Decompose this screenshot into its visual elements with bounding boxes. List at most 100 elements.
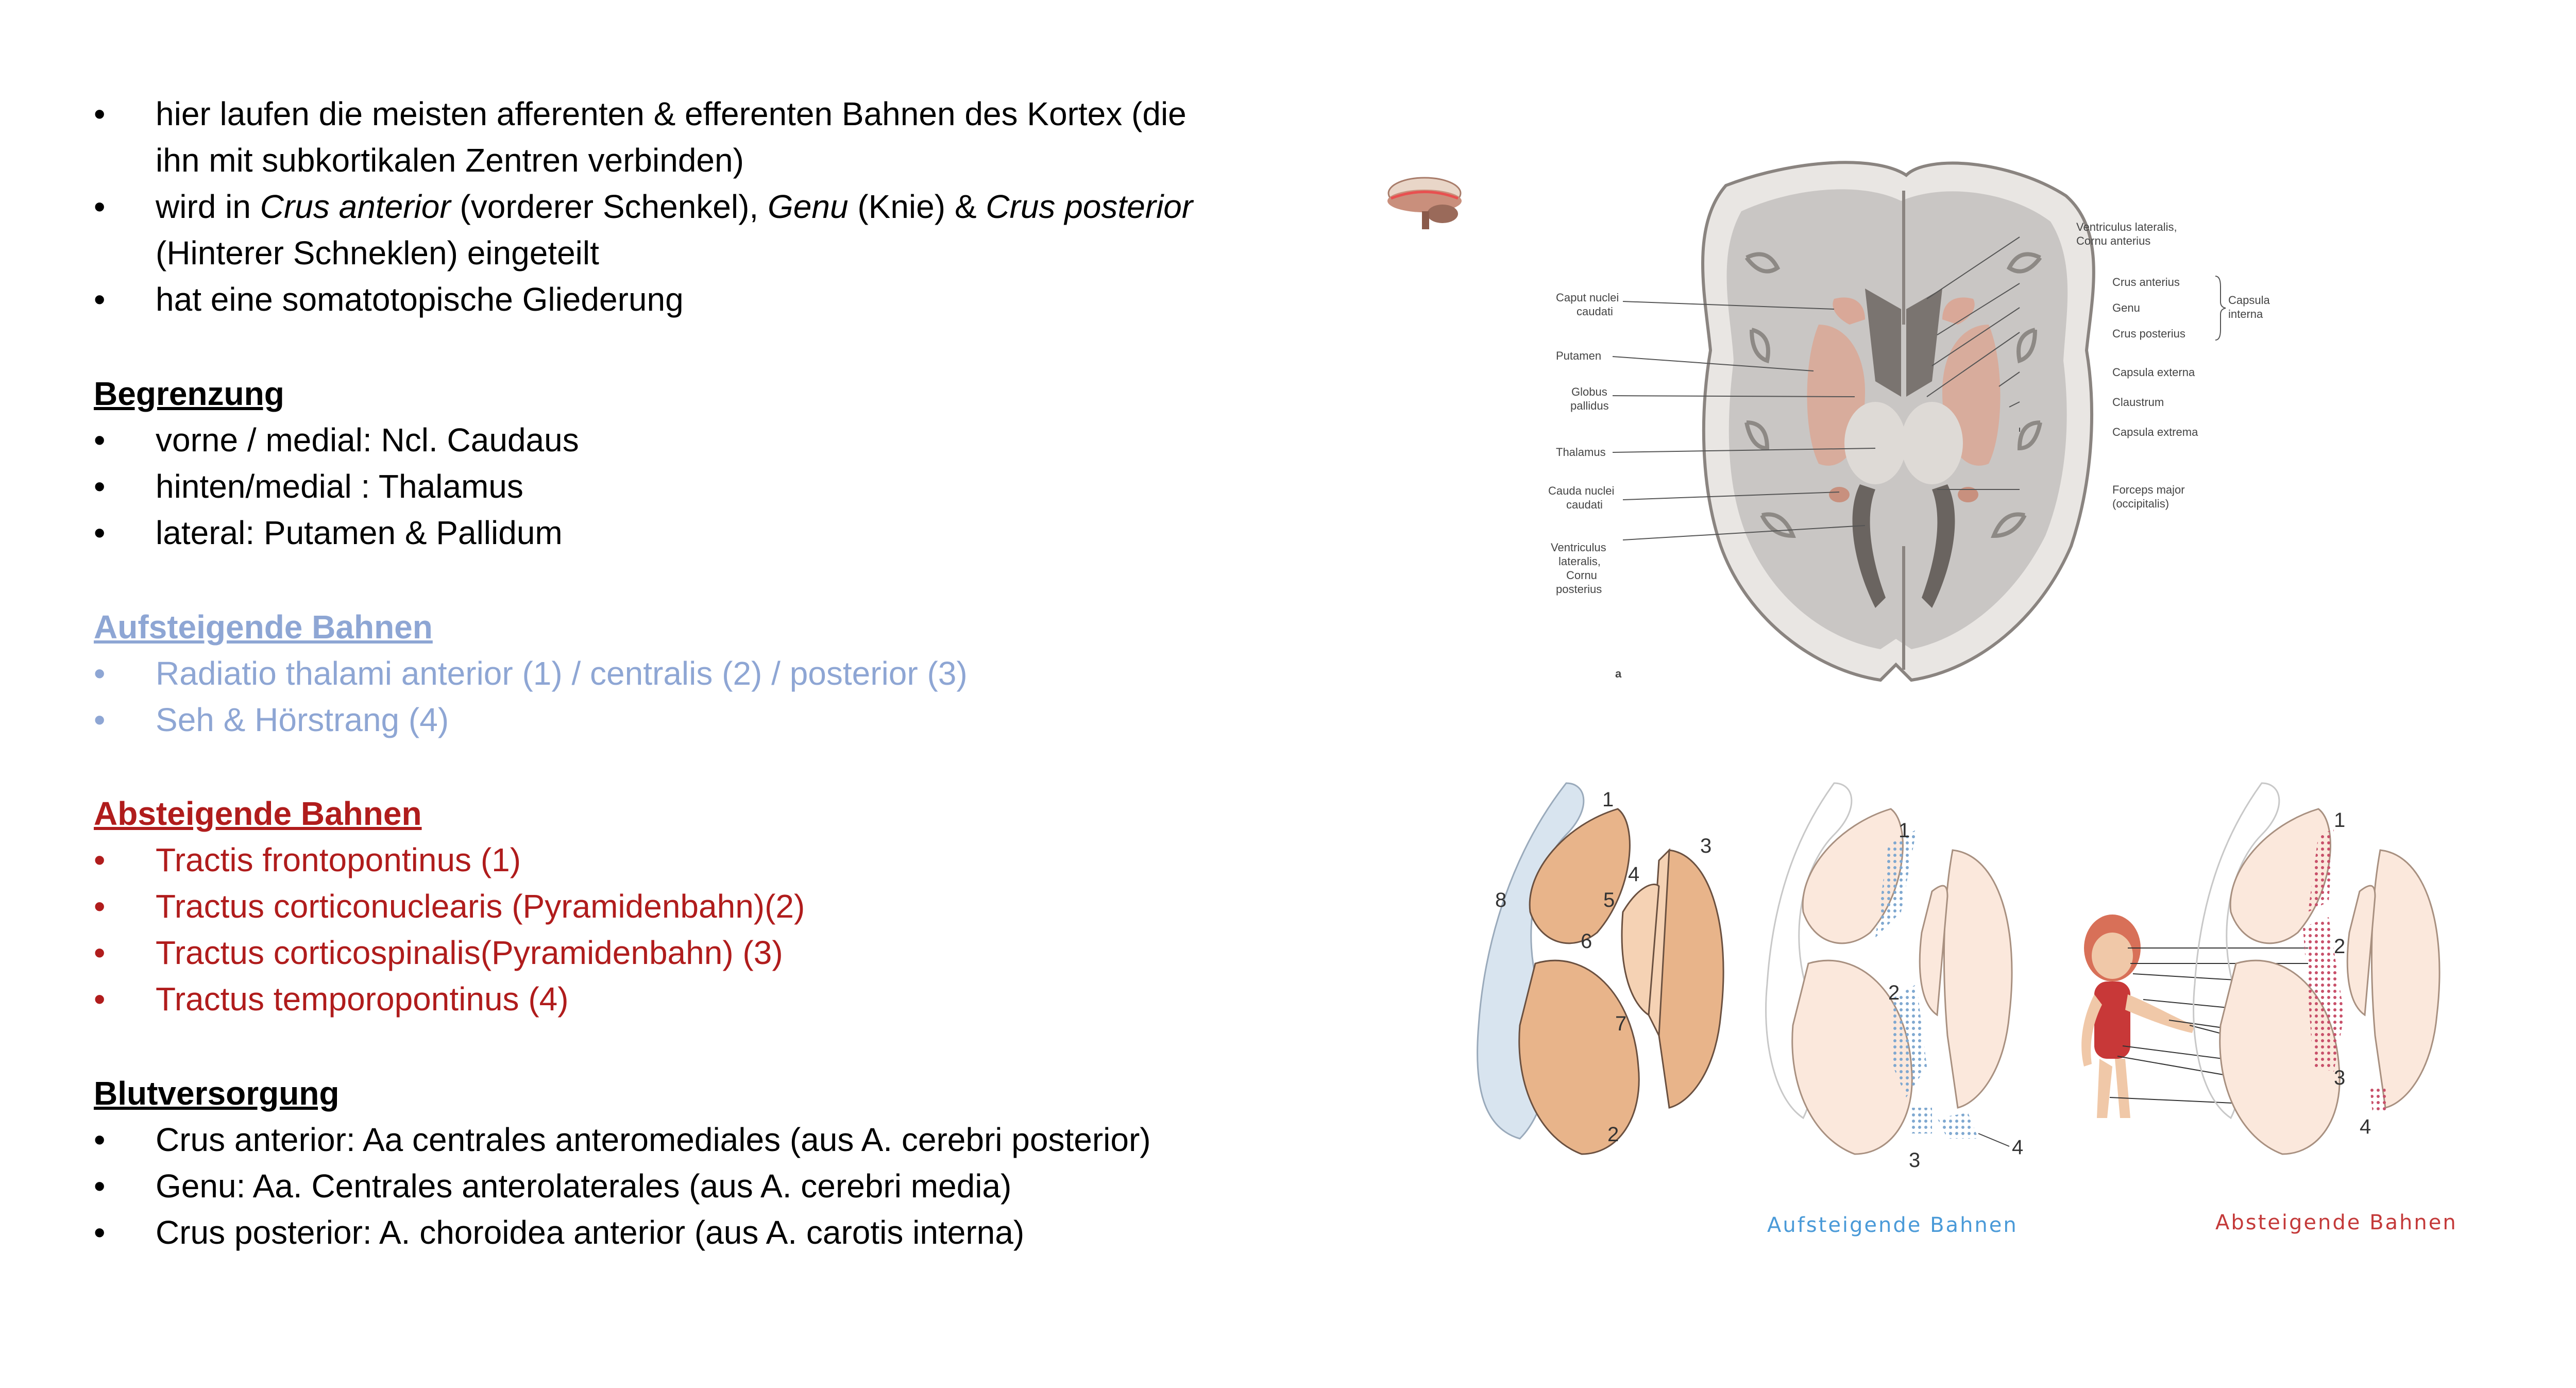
tract-1 [2308,830,2334,912]
label-caput-1: Caput nuclei [1556,291,1619,304]
num-1: 1 [2334,809,2345,832]
bullet: • [94,468,106,505]
label-caput-2: caudati [1577,305,1613,318]
axial-brain-section: Caput nuclei caudati Putamen Globus pall… [1548,161,2270,682]
aufsteigend-item: Seh & Hörstrang (4) [156,701,449,738]
region-1 [1529,808,1631,944]
bullet: • [94,281,106,318]
bullet: • [94,980,106,1018]
label-claustrum: Claustrum [2112,396,2164,409]
num-1: 1 [1602,788,1614,811]
bullet: • [94,934,106,971]
tract-3 [1911,1108,1932,1133]
italic-crus-posterior: Crus posterior [986,188,1193,225]
ventricle-anterior-right [1906,289,1942,397]
label-forceps-1: Forceps major [2112,483,2185,496]
caption-aufsteigende-bahnen: Aufsteigende Bahnen [1767,1213,2018,1237]
label-capsula-externa: Capsula externa [2112,366,2195,379]
heading-aufsteigende-bahnen: Aufsteigende Bahnen [94,608,433,646]
absteigend-item: Tractus corticospinalis(Pyramidenbahn) (… [156,934,783,971]
region-middle [1919,885,1948,1017]
num-1: 1 [1899,819,1910,842]
brain-orientation-icon [1387,177,1462,229]
label-ventr-post-1: Ventriculus [1551,541,1606,554]
bullet: • [94,1121,106,1158]
figure-letter: a [1615,667,1622,680]
thalamus-right [1901,402,1963,484]
bullet: • [94,1214,106,1251]
tract-4 [1937,1113,1978,1139]
bullet: • [94,1167,106,1205]
num-4: 4 [2360,1115,2371,1138]
num-3: 3 [1909,1149,1920,1170]
ascending-pathways-diagram: 1 2 3 4 [1765,782,2023,1170]
ventricle-posterior-left [1852,484,1886,608]
label-cauda-2: caudati [1566,498,1603,511]
intro-line-1: hier laufen die meisten afferenten & eff… [156,95,1187,132]
num-3: 3 [1700,835,1711,857]
label-ventr-post-4: posterius [1556,583,1602,596]
begrenzung-item: hinten/medial : Thalamus [156,468,523,505]
tract-4 [2370,1087,2388,1113]
num-6: 6 [1581,930,1592,953]
intro-line-3: wird in Crus anterior (vorderer Schenkel… [156,183,1193,230]
blut-item: Genu: Aa. Centrales anterolaterales (aus… [156,1167,1012,1205]
region-2 [1518,959,1640,1155]
tract-2 [1891,984,1927,1097]
aufsteigend-item: Radiatio thalami anterior (1) / centrali… [156,655,968,692]
blut-item: Crus posterior: A. choroidea anterior (a… [156,1214,1025,1251]
num-3: 3 [2334,1067,2345,1089]
bullet: • [94,95,106,132]
num-4: 4 [2012,1136,2023,1159]
num-2: 2 [1607,1123,1619,1146]
label-ventr-ant-1: Ventriculus lateralis, [2076,221,2177,233]
text-segment: (Knie) & [848,188,986,225]
heading-absteigende-bahnen: Absteigende Bahnen [94,795,422,832]
caption-absteigende-bahnen: Absteigende Bahnen [2215,1211,2458,1234]
homunculus-figure [2081,915,2195,1118]
region-middle [2346,885,2376,1017]
tract-1 [1875,830,1917,938]
label-crus-post: Crus posterius [2112,327,2185,340]
intro-line-4: (Hinterer Schneklen) eingeteilt [156,234,599,272]
begrenzung-item: lateral: Putamen & Pallidum [156,514,563,551]
label-putamen: Putamen [1556,349,1601,362]
num-4: 4 [1628,863,1639,886]
caudate-right [1942,297,1975,325]
label-ventr-ant-2: Cornu anterius [2076,234,2150,247]
num-7: 7 [1615,1012,1626,1035]
num-8: 8 [1495,889,1506,911]
intro-line-2: ihn mit subkortikalen Zentren verbinden) [156,142,744,179]
absteigend-item: Tractus temporopontinus (4) [156,980,569,1018]
heading-begrenzung: Begrenzung [94,375,284,412]
absteigend-item: Tractus corticonuclearis (Pyramidenbahn)… [156,888,805,925]
label-capsula-interna-2: interna [2228,308,2263,320]
region-back [1791,959,1913,1155]
caudate-left [1833,297,1865,325]
region-6-7 [1621,884,1660,1017]
heading-blutversorgung: Blutversorgung [94,1075,340,1112]
label-crus-ant: Crus anterius [2112,276,2180,289]
label-forceps-2: (occipitalis) [2112,497,2169,510]
bullet: • [94,514,106,551]
italic-crus-anterior: Crus anterior [260,188,451,225]
capsule-regions-diagram: 1 2 3 4 5 6 7 8 [1477,782,1724,1155]
label-ventr-post-3: Cornu [1566,569,1597,582]
ventricle-anterior-left [1865,289,1901,397]
bullet: • [94,655,106,692]
gyri-pattern [1744,252,2042,538]
thalamus-left [1844,402,1906,484]
bullet: • [94,888,106,925]
descending-pathways-diagram: 1 2 3 4 [2081,782,2441,1155]
label-capsula-interna-1: Capsula [2228,294,2270,307]
region-lateral [2370,849,2441,1109]
text-segment: (vorderer Schenkel), [450,188,768,225]
absteigend-item: Tractis frontopontinus (1) [156,841,521,878]
label-ventr-post-2: lateralis, [1558,555,1601,568]
begrenzung-item: vorne / medial: Ncl. Caudaus [156,421,579,459]
label-thalamus: Thalamus [1556,446,1606,459]
ventricle-posterior-right [1922,484,1955,608]
intro-line-5: hat eine somatotopische Gliederung [156,281,684,318]
bullet: • [94,188,106,225]
